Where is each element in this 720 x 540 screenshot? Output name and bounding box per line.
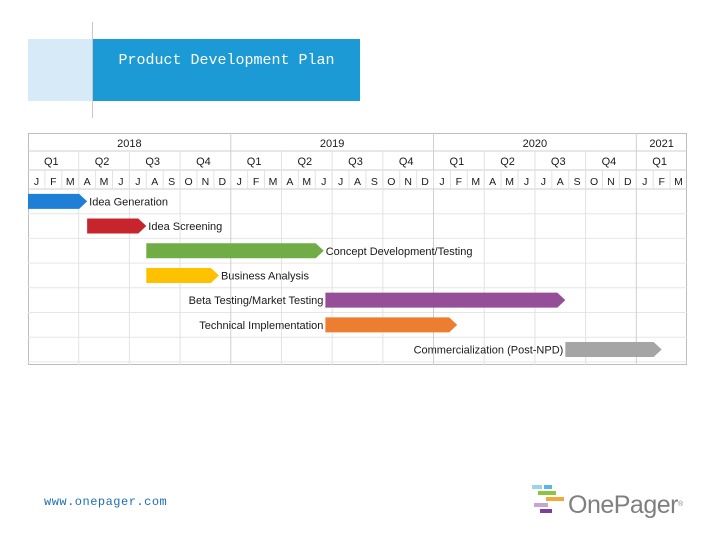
year-label: 2018 (117, 138, 141, 150)
month-label: A (489, 176, 496, 188)
task-bar (565, 342, 662, 358)
task-label: Idea Screening (148, 221, 222, 233)
footer-url[interactable]: www.onepager.com (44, 495, 168, 509)
month-label: J (135, 176, 140, 188)
month-label: J (118, 176, 123, 188)
month-label: M (505, 176, 514, 188)
month-label: M (269, 176, 278, 188)
month-label: A (151, 176, 158, 188)
month-label: D (624, 176, 632, 188)
quarter-label: Q1 (450, 156, 465, 168)
month-label: O (184, 176, 192, 188)
quarter-label: Q3 (348, 156, 363, 168)
month-label: M (302, 176, 311, 188)
month-label: N (404, 176, 412, 188)
month-label: M (471, 176, 480, 188)
month-label: A (286, 176, 293, 188)
task-bar (146, 243, 324, 259)
onepager-logo-icon (532, 485, 564, 513)
month-label: J (541, 176, 546, 188)
month-label: S (574, 176, 581, 188)
quarter-label: Q1 (247, 156, 262, 168)
month-label: F (658, 176, 664, 188)
month-label: O (387, 176, 395, 188)
month-label: S (371, 176, 378, 188)
task-bar (28, 193, 88, 209)
month-label: N (607, 176, 615, 188)
quarter-label: Q2 (500, 156, 515, 168)
quarter-label: Q4 (602, 156, 617, 168)
month-label: F (50, 176, 56, 188)
month-label: J (321, 176, 326, 188)
quarter-label: Q2 (95, 156, 110, 168)
task-bar (146, 267, 219, 283)
month-label: J (439, 176, 444, 188)
month-label: F (456, 176, 462, 188)
onepager-logo-text: OnePager (568, 491, 678, 519)
task-label: Beta Testing/Market Testing (189, 295, 324, 307)
month-label: J (642, 176, 647, 188)
quarter-label: Q4 (196, 156, 211, 168)
task-label: Idea Generation (89, 196, 168, 208)
year-label: 2021 (649, 138, 673, 150)
page-title: Product Development Plan (118, 52, 335, 69)
quarter-label: Q3 (145, 156, 160, 168)
year-label: 2020 (523, 138, 547, 150)
onepager-logo: OnePager ® (530, 483, 690, 525)
month-label: A (354, 176, 361, 188)
month-label: D (421, 176, 429, 188)
quarter-label: Q4 (399, 156, 414, 168)
month-label: M (66, 176, 75, 188)
month-label: A (84, 176, 91, 188)
task-label: Business Analysis (221, 270, 310, 282)
title-banner: Product Development Plan (93, 39, 360, 101)
quarter-label: Q2 (297, 156, 312, 168)
month-label: J (338, 176, 343, 188)
month-label: D (219, 176, 227, 188)
quarter-label: Q1 (44, 156, 59, 168)
month-label: O (590, 176, 598, 188)
onepager-registered-mark: ® (678, 501, 684, 508)
task-label: Concept Development/Testing (326, 246, 473, 258)
month-label: N (202, 176, 210, 188)
month-label: M (100, 176, 109, 188)
quarter-label: Q3 (551, 156, 566, 168)
month-label: A (557, 176, 564, 188)
month-label: M (674, 176, 683, 188)
task-bar (87, 218, 147, 234)
title-divider-line (92, 22, 93, 118)
month-label: J (237, 176, 242, 188)
month-label: F (253, 176, 259, 188)
title-accent-block (28, 39, 92, 101)
year-label: 2019 (320, 138, 344, 150)
quarter-label: Q1 (652, 156, 667, 168)
task-label: Commercialization (Post-NPD) (414, 345, 564, 357)
month-label: J (34, 176, 39, 188)
month-label: J (524, 176, 529, 188)
task-bar (325, 292, 566, 308)
task-bar (325, 317, 458, 333)
task-label: Technical Implementation (199, 320, 323, 332)
month-label: S (168, 176, 175, 188)
gantt-chart: 2018 2019 2020 2021 Q1 Q2 Q3 Q4 Q1 Q2 Q3 Q4 Q1 Q2 Q3 Q4… (28, 133, 687, 365)
